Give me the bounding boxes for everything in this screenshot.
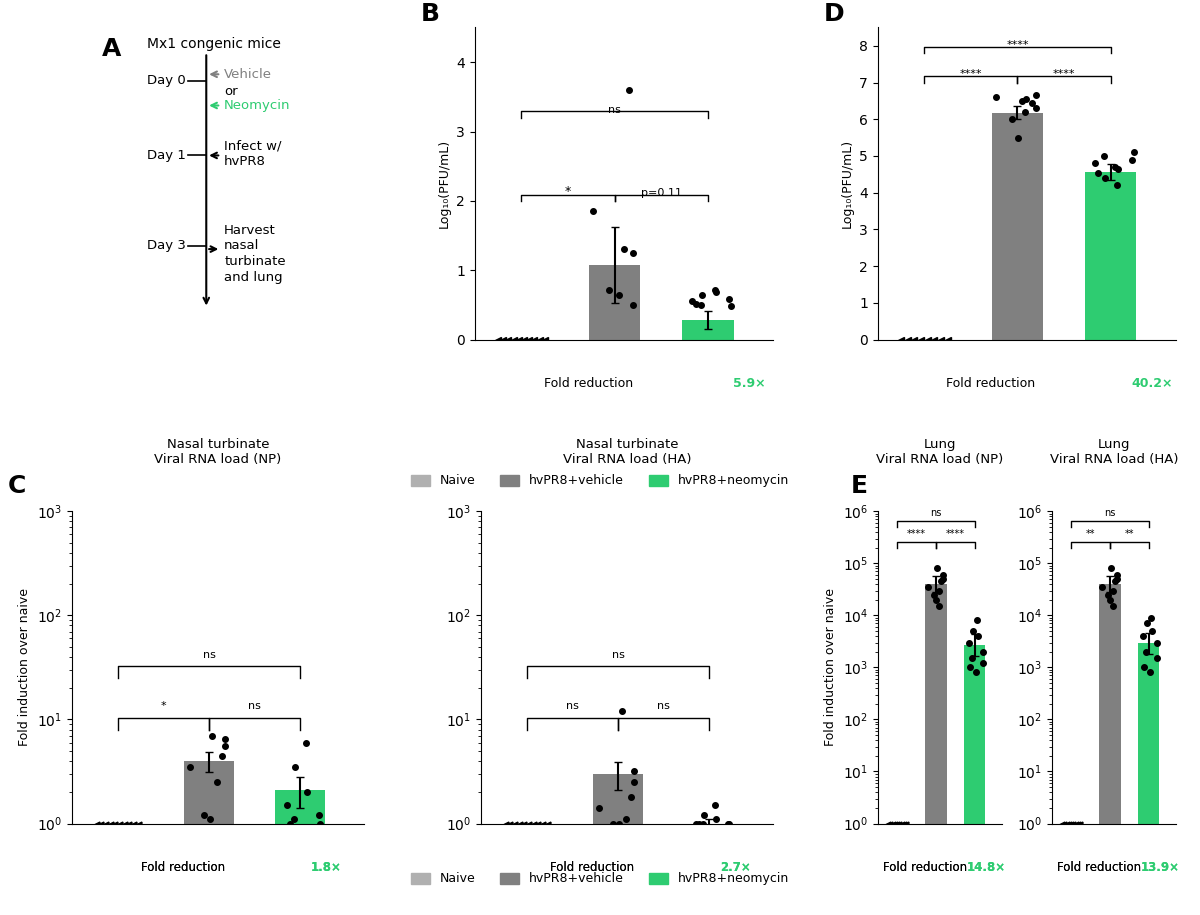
Text: Day 0: Day 0 — [146, 74, 185, 87]
Text: Fold reduction: Fold reduction — [1057, 861, 1141, 874]
Text: hvPR8: hvPR8 — [224, 156, 266, 168]
Text: ns: ns — [612, 650, 624, 660]
Text: ****: **** — [946, 529, 965, 539]
Bar — [593, 774, 643, 915]
Text: 40.2×: 40.2× — [1132, 377, 1172, 390]
Text: **: ** — [1086, 529, 1096, 539]
Text: ****: **** — [1052, 70, 1075, 80]
Bar — [92, 824, 143, 915]
Text: Fold reduction: Fold reduction — [140, 861, 226, 874]
Text: ns: ns — [1104, 508, 1116, 518]
Bar — [589, 264, 641, 339]
Bar — [1099, 584, 1121, 915]
Text: ns: ns — [930, 508, 942, 518]
Text: C: C — [7, 474, 26, 498]
Text: Fold reduction: Fold reduction — [550, 861, 634, 874]
Text: and lung: and lung — [224, 271, 283, 284]
Text: Fold reduction: Fold reduction — [883, 861, 967, 874]
Text: ****: **** — [1007, 40, 1028, 50]
Text: Mx1 congenic mice: Mx1 congenic mice — [146, 37, 281, 51]
Bar — [1085, 172, 1136, 339]
Text: *: * — [565, 185, 571, 198]
Title: Nasal turbinate
Viral RNA load (NP): Nasal turbinate Viral RNA load (NP) — [155, 437, 282, 466]
Text: ****: **** — [960, 70, 982, 80]
Bar — [502, 824, 552, 915]
Y-axis label: Fold induction over naive: Fold induction over naive — [824, 588, 836, 747]
Text: ns: ns — [658, 701, 670, 711]
Title: Nasal turbinate
Viral RNA load (HA): Nasal turbinate Viral RNA load (HA) — [563, 437, 691, 466]
Bar — [184, 761, 234, 915]
Text: ns: ns — [203, 650, 215, 660]
Text: 13.9×: 13.9× — [1140, 861, 1180, 874]
Text: 1.8×: 1.8× — [311, 861, 342, 874]
Title: Lung
Viral RNA load (HA): Lung Viral RNA load (HA) — [1050, 437, 1178, 466]
Text: **: ** — [1124, 529, 1134, 539]
Bar — [887, 824, 907, 915]
Text: D: D — [824, 3, 845, 27]
Legend: Naive, hvPR8+vehicle, hvPR8+neomycin: Naive, hvPR8+vehicle, hvPR8+neomycin — [406, 867, 794, 890]
Text: *: * — [161, 701, 166, 711]
Bar — [964, 645, 985, 915]
Bar — [684, 824, 734, 915]
Text: E: E — [851, 474, 868, 498]
Text: Vehicle: Vehicle — [224, 68, 272, 81]
Text: Infect w/: Infect w/ — [224, 140, 282, 153]
Text: 5.9×: 5.9× — [733, 377, 766, 390]
Title: Lung
Viral RNA load (NP): Lung Viral RNA load (NP) — [876, 437, 1003, 466]
Bar — [683, 320, 733, 339]
Text: ns: ns — [248, 701, 262, 711]
Text: turbinate: turbinate — [224, 255, 286, 268]
Text: Neomycin: Neomycin — [224, 99, 290, 112]
Text: 2.7×: 2.7× — [720, 861, 750, 874]
Text: Fold reduction: Fold reduction — [1057, 861, 1141, 874]
Text: 2.7×: 2.7× — [720, 861, 750, 874]
Text: A: A — [102, 37, 121, 60]
Y-axis label: Log₁₀(PFU/mL): Log₁₀(PFU/mL) — [438, 139, 451, 228]
Text: Fold reduction: Fold reduction — [883, 861, 967, 874]
Text: Fold reduction: Fold reduction — [550, 861, 634, 874]
Text: nasal: nasal — [224, 240, 259, 253]
Text: or: or — [224, 85, 238, 98]
Bar — [925, 584, 947, 915]
Bar — [1061, 824, 1081, 915]
Text: ns: ns — [566, 701, 578, 711]
Bar — [992, 113, 1043, 339]
Text: Day 3: Day 3 — [146, 240, 185, 253]
Text: 1.8×: 1.8× — [311, 861, 342, 874]
Text: B: B — [421, 3, 440, 27]
Text: ****: **** — [907, 529, 926, 539]
Y-axis label: Log₁₀(PFU/mL): Log₁₀(PFU/mL) — [840, 139, 853, 228]
Text: 14.8×: 14.8× — [966, 861, 1006, 874]
Text: Fold reduction: Fold reduction — [140, 861, 226, 874]
Text: Fold reduction: Fold reduction — [947, 377, 1036, 390]
Text: Fold reduction: Fold reduction — [544, 377, 632, 390]
Bar — [1138, 643, 1159, 915]
Text: 13.9×: 13.9× — [1140, 861, 1180, 874]
Text: Harvest: Harvest — [224, 224, 276, 237]
Text: 14.8×: 14.8× — [966, 861, 1006, 874]
Text: Day 1: Day 1 — [146, 149, 185, 162]
Text: ns: ns — [608, 104, 622, 114]
Y-axis label: Fold induction over naive: Fold induction over naive — [18, 588, 31, 747]
Legend: Naive, hvPR8+vehicle, hvPR8+neomycin: Naive, hvPR8+vehicle, hvPR8+neomycin — [406, 469, 794, 492]
Text: p=0.11: p=0.11 — [641, 188, 682, 198]
Bar — [275, 790, 325, 915]
